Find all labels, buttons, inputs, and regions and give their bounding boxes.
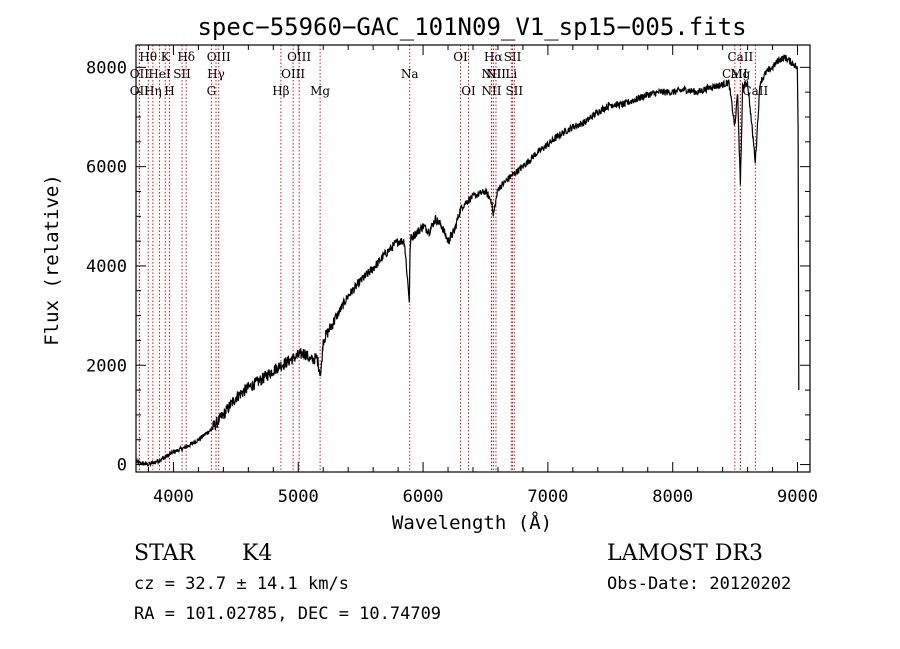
line-label-19: NII <box>481 67 501 81</box>
line-label-9: G <box>207 84 217 98</box>
line-label-1: OII <box>130 67 150 81</box>
line-label-16: Na <box>401 67 419 81</box>
line-label-27: CaII <box>727 50 753 64</box>
spectrum-series-line <box>135 54 800 468</box>
line-label-11: OIII <box>207 50 231 64</box>
chart-title: spec−55960−GAC_101N09_V1_sp15−005.fits <box>197 13 746 41</box>
spectral-line-labels: HθOIIOIIHηHeIKHSIIHδGHγOIIIHβOIIIOIIIMgN… <box>130 50 769 98</box>
x-tick-label-0: 4000 <box>153 487 194 507</box>
line-label-7: SII <box>173 67 191 81</box>
line-label-10: Hγ <box>207 67 225 81</box>
y-tick-label-1: 2000 <box>86 356 127 376</box>
y-axis-label: Flux (relative) <box>41 174 63 346</box>
x-axis-label: Wavelength (Å) <box>392 511 552 534</box>
object-subclass: K4 <box>242 541 272 566</box>
line-label-8: Hδ <box>177 50 195 64</box>
x-axis-ticks: 4000 5000 6000 7000 8000 9000 <box>147 45 818 507</box>
line-label-23: Li <box>505 67 517 81</box>
y-tick-label-3: 6000 <box>86 158 127 178</box>
line-label-12: Hβ <box>272 84 289 98</box>
line-label-6: H <box>164 84 174 98</box>
y-axis-ticks: 0 2000 4000 6000 8000 <box>86 58 810 476</box>
line-label-25: SII <box>505 84 523 98</box>
line-label-13: OIII <box>281 67 305 81</box>
line-label-24: SII <box>504 50 522 64</box>
line-label-4: HeI <box>148 67 171 81</box>
line-label-28: Mg <box>730 67 750 81</box>
x-tick-label-1: 5000 <box>278 487 319 507</box>
line-label-26: CaII <box>722 67 748 81</box>
line-label-18: OI <box>461 84 476 98</box>
redshift-text: cz = 32.7 ± 14.1 km/s <box>134 574 349 594</box>
x-tick-label-4: 8000 <box>652 487 693 507</box>
object-class: STAR <box>134 541 196 566</box>
survey-name: LAMOST DR3 <box>607 541 763 566</box>
obs-date-text: Obs-Date: 20120202 <box>607 574 791 594</box>
line-label-14: OIII <box>287 50 311 64</box>
line-label-2: OII <box>130 84 150 98</box>
y-tick-label-4: 8000 <box>86 58 127 78</box>
line-label-3: Hη <box>144 84 162 98</box>
radec-text: RA = 101.02785, DEC = 10.74709 <box>134 604 441 624</box>
y-tick-label-2: 4000 <box>86 257 127 277</box>
x-tick-label-5: 9000 <box>777 487 818 507</box>
line-label-5: K <box>161 50 171 64</box>
x-tick-label-3: 7000 <box>527 487 568 507</box>
line-label-15: Mg <box>310 84 330 98</box>
spectral-line-markers <box>138 45 756 472</box>
line-label-20: NII <box>481 84 501 98</box>
x-tick-label-2: 6000 <box>403 487 444 507</box>
y-tick-label-0: 0 <box>117 456 127 476</box>
line-label-0: Hθ <box>139 50 157 64</box>
line-label-22: NII <box>486 67 506 81</box>
plot-frame <box>135 44 811 473</box>
line-label-21: Hα <box>484 50 503 64</box>
line-label-17: OI <box>453 50 468 64</box>
